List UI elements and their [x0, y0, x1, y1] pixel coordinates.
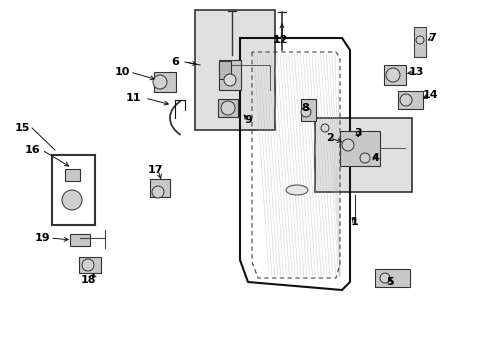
- Bar: [339, 130, 379, 166]
- Bar: [300, 99, 315, 121]
- Text: 9: 9: [244, 115, 251, 125]
- Bar: [374, 269, 408, 287]
- Circle shape: [224, 74, 236, 86]
- Circle shape: [153, 75, 167, 89]
- Ellipse shape: [285, 185, 307, 195]
- Bar: [219, 61, 230, 79]
- Circle shape: [82, 259, 94, 271]
- Text: 4: 4: [370, 153, 378, 163]
- Circle shape: [359, 153, 369, 163]
- Text: 6: 6: [171, 57, 179, 67]
- Bar: [70, 234, 90, 246]
- Circle shape: [399, 94, 411, 106]
- Text: 16: 16: [25, 145, 41, 155]
- Text: 17: 17: [147, 165, 163, 175]
- Bar: [413, 27, 425, 57]
- Bar: [314, 118, 411, 192]
- Text: 5: 5: [386, 277, 393, 287]
- Text: 7: 7: [427, 33, 435, 43]
- Bar: [154, 72, 176, 92]
- Bar: [219, 60, 241, 90]
- Text: 11: 11: [125, 93, 141, 103]
- Bar: [397, 91, 422, 109]
- Text: 15: 15: [14, 123, 30, 133]
- Text: 18: 18: [80, 275, 96, 285]
- Circle shape: [221, 101, 235, 115]
- Bar: [150, 179, 170, 197]
- Circle shape: [301, 107, 310, 117]
- Text: 10: 10: [114, 67, 129, 77]
- Circle shape: [341, 139, 353, 151]
- Text: 12: 12: [272, 35, 287, 45]
- Text: 3: 3: [353, 128, 361, 138]
- Bar: [64, 169, 80, 181]
- Bar: [383, 65, 405, 85]
- Bar: [79, 257, 101, 273]
- Text: 2: 2: [325, 133, 333, 143]
- Circle shape: [415, 36, 423, 44]
- Text: 14: 14: [421, 90, 437, 100]
- Circle shape: [152, 186, 163, 198]
- Text: 1: 1: [350, 217, 358, 227]
- Text: 19: 19: [34, 233, 50, 243]
- Text: 8: 8: [301, 103, 308, 113]
- Circle shape: [62, 190, 82, 210]
- Bar: [218, 99, 238, 117]
- Text: 13: 13: [407, 67, 423, 77]
- Bar: [195, 10, 274, 130]
- Circle shape: [385, 68, 399, 82]
- Circle shape: [379, 273, 389, 283]
- Circle shape: [320, 124, 328, 132]
